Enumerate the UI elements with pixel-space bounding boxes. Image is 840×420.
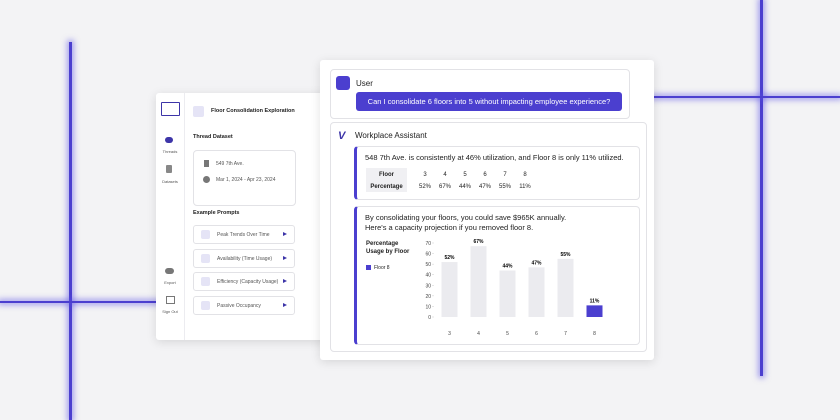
- clock-icon: [203, 176, 210, 183]
- nav-item[interactable]: Datasets: [162, 179, 178, 184]
- prompt-icon: [201, 230, 210, 239]
- play-icon: [283, 232, 287, 236]
- bar: [470, 246, 487, 317]
- nav-icon: [165, 268, 174, 274]
- user-label: User: [356, 79, 373, 88]
- decor-line: [650, 96, 840, 98]
- summary-text: 548 7th Ave. is consistently at 46% util…: [365, 153, 624, 162]
- chart: 0 10 20 30 40 50 60 70 52% 3 67% 4 44% 5 47% 6 55% 7 11% 8: [425, 239, 603, 337]
- prompt-icon: [201, 254, 210, 263]
- x-tick-label: 3: [448, 331, 451, 337]
- y-tick-label: 60: [425, 252, 431, 258]
- x-tick-label: 5: [506, 331, 509, 337]
- nav-icon: [165, 137, 173, 143]
- prompt-button[interactable]: Availability (Time Usage): [193, 249, 295, 268]
- nav-icon: [166, 165, 172, 173]
- nav-icon: [166, 296, 175, 304]
- x-tick-label: 8: [593, 331, 596, 337]
- table-cell: 7: [503, 172, 507, 178]
- bar: [499, 270, 516, 317]
- table-row-header: Floor: [379, 172, 394, 178]
- data-label: 44%: [502, 263, 513, 269]
- message-line: By consolidating your floors, you could …: [365, 213, 567, 222]
- legend-swatch: [366, 265, 371, 270]
- table-cell: 5: [463, 172, 467, 178]
- bar: [528, 267, 545, 317]
- legend-label: Floor 8: [374, 265, 390, 271]
- data-label: 55%: [560, 252, 571, 258]
- decor-line: [69, 42, 72, 420]
- play-icon: [283, 279, 287, 283]
- bar: [586, 305, 603, 317]
- nav-item[interactable]: Sign Out: [162, 309, 178, 314]
- table-cell: 8: [523, 172, 527, 178]
- y-tick-label: 10: [425, 304, 431, 310]
- prompt-button[interactable]: Passive Occupancy: [193, 296, 295, 315]
- summary-card: 548 7th Ave. is consistently at 46% util…: [354, 146, 640, 200]
- sidebar: Threads Datasets Export Sign Out: [156, 93, 185, 340]
- y-tick-label: 50: [425, 262, 431, 268]
- y-tick-label: 20: [425, 294, 431, 300]
- table-cell: 44%: [458, 184, 471, 190]
- section-heading: Example Prompts: [193, 210, 240, 216]
- data-label: 11%: [590, 298, 600, 304]
- table-cell: 6: [483, 172, 487, 178]
- user-card: User Can I consolidate 6 floors into 5 w…: [330, 69, 630, 119]
- data-label: 67%: [473, 239, 484, 245]
- thread-icon: [193, 106, 204, 117]
- x-tick-label: 4: [477, 331, 480, 337]
- play-icon: [283, 303, 287, 307]
- assistant-logo: V: [338, 130, 346, 142]
- decor-line: [760, 0, 763, 376]
- user-message: Can I consolidate 6 floors into 5 withou…: [356, 92, 622, 111]
- prompt-label: Availability (Time Usage): [217, 256, 273, 262]
- logo: [161, 102, 180, 116]
- prompt-label: Passive Occupancy: [217, 303, 261, 309]
- data-label: 52%: [444, 255, 455, 261]
- data-label: 47%: [531, 260, 542, 266]
- bar: [557, 258, 574, 317]
- dataset-card: 549 7th Ave. Mar 1, 2024 - Apr 23, 2024: [193, 150, 296, 206]
- table-cell: 47%: [478, 184, 491, 190]
- dataset-dates: Mar 1, 2024 - Apr 23, 2024: [216, 177, 276, 183]
- x-tick-label: 7: [564, 331, 567, 337]
- prompt-icon: [201, 301, 210, 310]
- table-cell: 3: [423, 172, 427, 178]
- table-cell: 67%: [438, 184, 451, 190]
- y-tick-label: 40: [425, 273, 431, 279]
- table-cell: 52%: [418, 184, 431, 190]
- y-tick-label: 70: [425, 241, 431, 247]
- x-tick-label: 6: [535, 331, 538, 337]
- dataset-location: 549 7th Ave.: [216, 161, 244, 167]
- table-header-col: [366, 168, 407, 192]
- table-row-header: Percentage: [370, 184, 403, 190]
- chart-card: By consolidating your floors, you could …: [354, 206, 640, 345]
- user-avatar: [336, 76, 350, 90]
- thread-panel: Threads Datasets Export Sign Out Floor C…: [156, 93, 331, 340]
- prompt-button[interactable]: Efficiency (Capacity Usage): [193, 272, 295, 291]
- nav-item[interactable]: Export: [164, 280, 176, 285]
- prompt-label: Peak Trends Over Time: [217, 232, 270, 238]
- bar: [441, 262, 458, 317]
- prompt-label: Efficiency (Capacity Usage): [217, 279, 279, 285]
- table-cell: 55%: [498, 184, 511, 190]
- y-tick-label: 30: [425, 283, 431, 289]
- nav-item[interactable]: Threads: [162, 149, 178, 154]
- prompt-icon: [201, 277, 210, 286]
- chart-title: Percentage Usage by Floor: [366, 241, 410, 255]
- prompt-button[interactable]: Peak Trends Over Time: [193, 225, 295, 244]
- table-cell: 4: [443, 172, 447, 178]
- table-cell: 11%: [519, 184, 531, 190]
- building-icon: [204, 160, 209, 167]
- assistant-label: Workplace Assistant: [355, 131, 427, 140]
- message-line: Here's a capacity projection if you remo…: [365, 223, 534, 232]
- section-heading: Thread Dataset: [193, 134, 233, 140]
- play-icon: [283, 256, 287, 260]
- y-tick-label: 0: [428, 315, 431, 321]
- thread-title: Floor Consolidation Exploration: [211, 108, 295, 114]
